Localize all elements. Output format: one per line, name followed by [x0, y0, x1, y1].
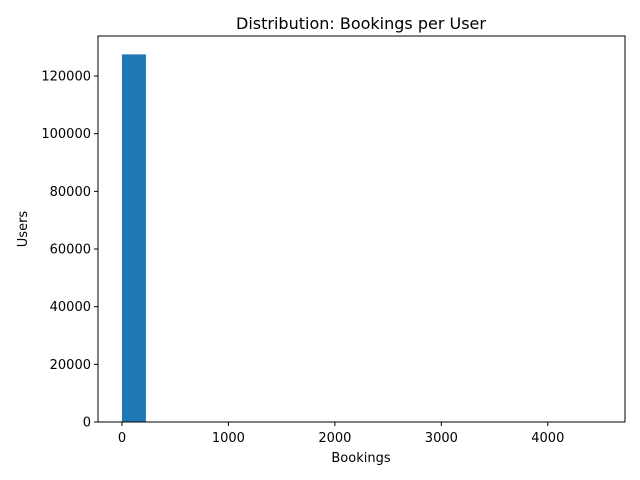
y-tick-label: 20000 — [50, 358, 91, 373]
x-axis-label: Bookings — [331, 451, 390, 466]
bars — [121, 54, 146, 422]
y-tick-label: 40000 — [50, 300, 91, 315]
x-tick-label: 2000 — [318, 431, 351, 446]
x-tick-label: 0 — [118, 431, 126, 446]
y-tick-label: 120000 — [41, 70, 91, 85]
y-tick-label: 80000 — [50, 185, 91, 200]
x-tick-label: 1000 — [212, 431, 245, 446]
y-tick-label: 0 — [83, 416, 91, 431]
chart-title: Distribution: Bookings per User — [236, 14, 486, 33]
y-tick-label: 60000 — [50, 243, 91, 258]
plot-frame — [97, 35, 626, 423]
x-tick-label: 4000 — [531, 431, 564, 446]
x-tick-label: 3000 — [425, 431, 458, 446]
y-axis-ticks: 0 20000 40000 60000 80000 100000 120000 — [41, 70, 98, 431]
y-axis-label: Users — [16, 211, 31, 248]
histogram-bar-0 — [121, 54, 146, 422]
x-axis-ticks: 0 1000 2000 3000 4000 — [118, 422, 564, 446]
y-tick-label: 100000 — [41, 127, 91, 142]
